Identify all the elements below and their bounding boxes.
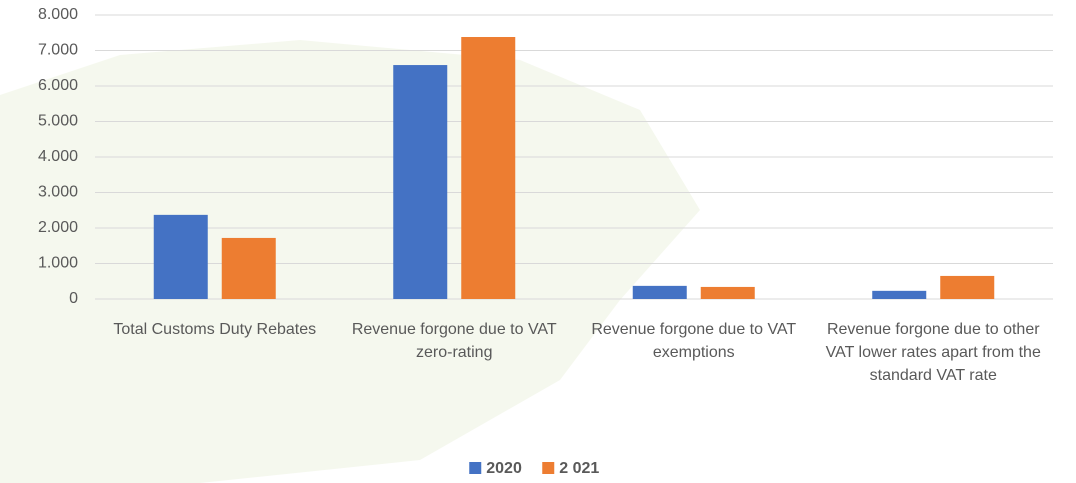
x-tick-label: Revenue forgone due to VAT exemptions	[591, 321, 797, 361]
legend-label: 2 021	[559, 460, 599, 477]
bar	[153, 214, 208, 299]
y-tick-label: 1.000	[38, 255, 78, 272]
x-tick-label: Total Customs Duty Rebates	[113, 321, 317, 338]
bar	[872, 290, 927, 299]
y-tick-label: 8.000	[38, 6, 78, 23]
y-tick-label: 4.000	[38, 148, 78, 165]
bar	[632, 285, 687, 299]
bar	[700, 286, 755, 299]
y-tick-label: 0	[69, 290, 78, 307]
y-tick-label: 5.000	[38, 113, 78, 130]
legend-swatch	[469, 462, 482, 474]
legend-label: 2020	[486, 460, 522, 477]
y-tick-label: 6.000	[38, 77, 78, 94]
legend-swatch	[542, 462, 555, 474]
x-tick-label: Revenue forgone due to VAT zero-rating	[351, 321, 557, 361]
x-tick-label: Revenue forgone due to other VAT lower r…	[825, 321, 1041, 384]
bar	[393, 65, 448, 300]
y-tick-label: 7.000	[38, 42, 78, 59]
bar	[940, 275, 995, 299]
bar	[461, 37, 516, 299]
y-tick-label: 2.000	[38, 219, 78, 236]
background-map	[0, 40, 700, 483]
bar	[221, 237, 276, 299]
y-tick-label: 3.000	[38, 184, 78, 201]
